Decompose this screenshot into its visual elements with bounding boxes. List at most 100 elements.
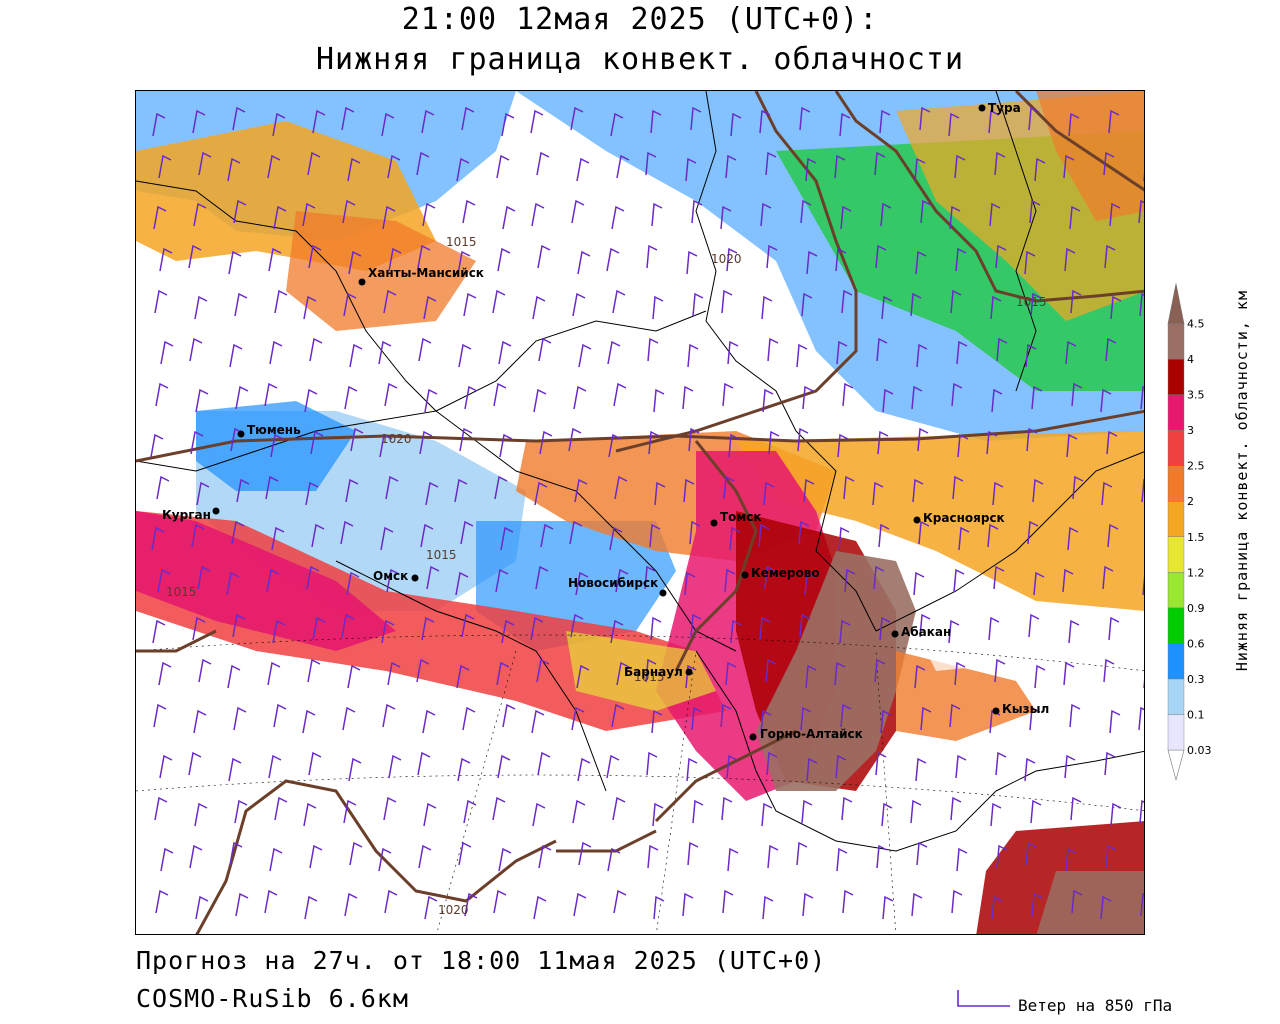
wind-barb [958, 526, 970, 551]
wind-barb [231, 520, 245, 545]
wind-barb [804, 571, 816, 596]
wind-barb [272, 112, 286, 137]
wind-barb [722, 382, 734, 407]
wind-barb [539, 430, 553, 455]
wind-barb [235, 892, 249, 917]
colorbar-tick-label: 1.2 [1187, 566, 1205, 579]
wind-barb [1143, 679, 1144, 688]
wind-barb [919, 106, 931, 131]
wind-barb [1069, 205, 1081, 230]
wind-barb [341, 613, 355, 638]
wind-barb [229, 343, 243, 368]
wind-barb [765, 151, 777, 176]
wind-barb [420, 523, 434, 548]
wind-barb [838, 526, 850, 551]
wind-barb [1139, 292, 1144, 317]
wind-barb [762, 895, 774, 920]
wind-barb [766, 751, 778, 776]
wind-barb [995, 244, 1007, 269]
wind-barb [913, 571, 925, 596]
wind-barb [646, 244, 658, 269]
wind-barb [840, 703, 852, 728]
wind-barb [502, 205, 516, 230]
wind-barb [767, 844, 779, 869]
wind-barb [1063, 154, 1075, 179]
isobar-label: 1015 [166, 585, 197, 599]
svg-text:Кызыл: Кызыл [1002, 702, 1049, 716]
wind-barb [417, 244, 431, 269]
wind-barb [653, 895, 665, 920]
wind-barb [987, 523, 999, 548]
wind-barb [918, 520, 930, 545]
wind-barb [991, 895, 1003, 920]
wind-barb [342, 706, 356, 731]
wind-barb [956, 847, 968, 872]
colorbar-tick-label: 3 [1187, 424, 1194, 437]
wind-barb [957, 433, 969, 458]
wind-barb [1070, 796, 1082, 821]
wind-barb [304, 895, 318, 920]
wind-barb [759, 109, 771, 134]
svg-text:Горно-Алтайск: Горно-Алтайск [760, 727, 863, 741]
wind-barb [386, 568, 400, 593]
wind-barb [766, 244, 778, 269]
colorbar-tick-label: 3.5 [1187, 389, 1205, 402]
wind-barb [876, 844, 888, 869]
wind-barb [1110, 295, 1122, 320]
wind-barb [728, 433, 740, 458]
wind-barb [842, 889, 854, 914]
city-khanty-mansiysk: Ханты-Мансийск [358, 266, 484, 286]
wind-barb [647, 337, 659, 362]
svg-text:Курган: Курган [162, 508, 211, 522]
wind-barb [1064, 754, 1076, 779]
wind-barb [994, 151, 1006, 176]
wind-barb [841, 796, 853, 821]
wind-barb [193, 202, 207, 227]
wind-barb [572, 799, 586, 824]
wind-barb [645, 658, 657, 683]
colorbar-swatch [1167, 572, 1185, 609]
wind-barb [384, 382, 398, 407]
wind-barb [341, 106, 355, 131]
isobar-label: 1020 [711, 252, 742, 266]
wind-barb [1026, 427, 1038, 452]
wind-barb [801, 799, 813, 824]
wind-barb [805, 157, 817, 182]
svg-text:Абакан: Абакан [901, 625, 951, 639]
wind-barb [264, 889, 278, 914]
wind-barb [463, 799, 477, 824]
wind-barb [609, 526, 623, 551]
wind-barb [986, 430, 998, 455]
wind-barb [649, 523, 661, 548]
wind-barb [842, 382, 854, 407]
wind-barb [227, 157, 241, 182]
wind-barb [425, 481, 439, 506]
wind-barb [151, 526, 165, 551]
wind-barb [763, 481, 775, 506]
wind-barb [840, 205, 852, 230]
isobar-label: 1015 [634, 670, 665, 684]
wind-barb [726, 754, 738, 779]
wind-barb [570, 106, 584, 131]
city-tyumen: Тюмень [237, 423, 301, 438]
wind-barb [950, 796, 962, 821]
colorbar-swatch [1167, 465, 1185, 502]
grid-lines [136, 634, 1144, 934]
wind-barb [235, 385, 249, 410]
wind-barb [726, 247, 738, 272]
wind-barb [610, 112, 624, 137]
wind-barb [533, 895, 547, 920]
wind-barb [267, 154, 281, 179]
wind-barb [424, 388, 438, 413]
wind-barb [725, 661, 737, 686]
city-tura: Тура [978, 101, 1021, 115]
wind-barb [951, 382, 963, 407]
wind-barb [993, 565, 1005, 590]
wind-barb [611, 205, 625, 230]
wind-barb [610, 619, 624, 644]
wind-barb [493, 889, 507, 914]
wind-barb [687, 841, 699, 866]
wind-barb [494, 475, 508, 500]
wind-barb [687, 343, 699, 368]
wind-barb [650, 616, 662, 641]
